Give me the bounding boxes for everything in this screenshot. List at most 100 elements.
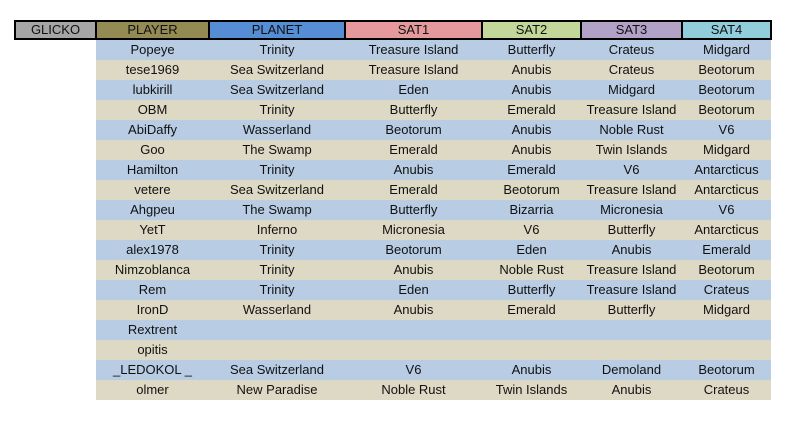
planet-cell[interactable]: The Swamp bbox=[209, 200, 345, 220]
planet-cell[interactable]: Trinity bbox=[209, 39, 345, 60]
glicko-cell[interactable] bbox=[15, 39, 96, 60]
glicko-cell[interactable] bbox=[15, 160, 96, 180]
player-cell[interactable]: alex1978 bbox=[96, 240, 209, 260]
header-glicko[interactable]: GLICKO bbox=[14, 20, 97, 40]
planet-cell[interactable]: Inferno bbox=[209, 220, 345, 240]
sat2-cell[interactable]: Anubis bbox=[482, 60, 581, 80]
sat4-cell[interactable]: Antarcticus bbox=[682, 220, 771, 240]
player-cell[interactable]: Popeye bbox=[96, 39, 209, 60]
sat3-cell[interactable]: Treasure Island bbox=[581, 260, 682, 280]
sat3-cell[interactable]: Crateus bbox=[581, 39, 682, 60]
glicko-cell[interactable] bbox=[15, 100, 96, 120]
sat4-cell[interactable]: Beotorum bbox=[682, 260, 771, 280]
player-cell[interactable]: lubkirill bbox=[96, 80, 209, 100]
sat3-cell[interactable]: V6 bbox=[581, 160, 682, 180]
sat1-cell[interactable]: Micronesia bbox=[345, 220, 482, 240]
sat2-cell[interactable]: Anubis bbox=[482, 140, 581, 160]
sat2-cell[interactable]: Emerald bbox=[482, 300, 581, 320]
sat4-cell[interactable]: Crateus bbox=[682, 280, 771, 300]
player-cell[interactable]: olmer bbox=[96, 380, 209, 400]
planet-cell[interactable]: Trinity bbox=[209, 240, 345, 260]
header-sat3[interactable]: SAT3 bbox=[580, 20, 683, 40]
sat1-cell[interactable] bbox=[345, 340, 482, 360]
sat2-cell[interactable]: Emerald bbox=[482, 100, 581, 120]
sat1-cell[interactable]: Emerald bbox=[345, 140, 482, 160]
player-cell[interactable]: _LEDOKOL _ bbox=[96, 360, 209, 380]
sat2-cell[interactable]: Twin Islands bbox=[482, 380, 581, 400]
sat1-cell[interactable]: Eden bbox=[345, 80, 482, 100]
sat1-cell[interactable]: Noble Rust bbox=[345, 380, 482, 400]
sat2-cell[interactable]: Butterfly bbox=[482, 280, 581, 300]
glicko-cell[interactable] bbox=[15, 340, 96, 360]
sat4-cell[interactable]: Beotorum bbox=[682, 100, 771, 120]
player-cell[interactable]: Hamilton bbox=[96, 160, 209, 180]
sat3-cell[interactable]: Noble Rust bbox=[581, 120, 682, 140]
sat2-cell[interactable]: Beotorum bbox=[482, 180, 581, 200]
sat3-cell[interactable]: Treasure Island bbox=[581, 280, 682, 300]
sat2-cell[interactable]: Anubis bbox=[482, 120, 581, 140]
sat1-cell[interactable]: Anubis bbox=[345, 260, 482, 280]
glicko-cell[interactable] bbox=[15, 360, 96, 380]
sat1-cell[interactable]: Anubis bbox=[345, 160, 482, 180]
player-cell[interactable]: OBM bbox=[96, 100, 209, 120]
planet-cell[interactable]: Trinity bbox=[209, 260, 345, 280]
glicko-cell[interactable] bbox=[15, 120, 96, 140]
planet-cell[interactable]: The Swamp bbox=[209, 140, 345, 160]
header-planet[interactable]: PLANET bbox=[208, 20, 346, 40]
sat3-cell[interactable] bbox=[581, 320, 682, 340]
glicko-cell[interactable] bbox=[15, 60, 96, 80]
sat4-cell[interactable]: Midgard bbox=[682, 300, 771, 320]
sat3-cell[interactable]: Treasure Island bbox=[581, 180, 682, 200]
sat3-cell[interactable]: Demoland bbox=[581, 360, 682, 380]
sat3-cell[interactable]: Butterfly bbox=[581, 300, 682, 320]
player-cell[interactable]: YetT bbox=[96, 220, 209, 240]
sat4-cell[interactable]: Antarcticus bbox=[682, 180, 771, 200]
sat4-cell[interactable]: Beotorum bbox=[682, 360, 771, 380]
sat4-cell[interactable] bbox=[682, 340, 771, 360]
glicko-cell[interactable] bbox=[15, 200, 96, 220]
planet-cell[interactable]: Trinity bbox=[209, 100, 345, 120]
sat4-cell[interactable]: Beotorum bbox=[682, 60, 771, 80]
sat2-cell[interactable] bbox=[482, 320, 581, 340]
sat3-cell[interactable] bbox=[581, 340, 682, 360]
planet-cell[interactable]: New Paradise bbox=[209, 380, 345, 400]
sat4-cell[interactable] bbox=[682, 320, 771, 340]
header-sat4[interactable]: SAT4 bbox=[681, 20, 772, 40]
glicko-cell[interactable] bbox=[15, 220, 96, 240]
glicko-cell[interactable] bbox=[15, 300, 96, 320]
planet-cell[interactable] bbox=[209, 320, 345, 340]
header-sat1[interactable]: SAT1 bbox=[344, 20, 483, 40]
sat1-cell[interactable]: Treasure Island bbox=[345, 60, 482, 80]
player-cell[interactable]: AbiDaffy bbox=[96, 120, 209, 140]
sat4-cell[interactable]: Midgard bbox=[682, 140, 771, 160]
glicko-cell[interactable] bbox=[15, 240, 96, 260]
sat1-cell[interactable]: Beotorum bbox=[345, 120, 482, 140]
glicko-cell[interactable] bbox=[15, 380, 96, 400]
sat2-cell[interactable] bbox=[482, 340, 581, 360]
sat3-cell[interactable]: Micronesia bbox=[581, 200, 682, 220]
player-cell[interactable]: Goo bbox=[96, 140, 209, 160]
planet-cell[interactable]: Wasserland bbox=[209, 300, 345, 320]
planet-cell[interactable]: Sea Switzerland bbox=[209, 60, 345, 80]
glicko-cell[interactable] bbox=[15, 80, 96, 100]
player-cell[interactable]: Ahgpeu bbox=[96, 200, 209, 220]
sat3-cell[interactable]: Anubis bbox=[581, 240, 682, 260]
sat3-cell[interactable]: Midgard bbox=[581, 80, 682, 100]
planet-cell[interactable] bbox=[209, 340, 345, 360]
sat1-cell[interactable]: Eden bbox=[345, 280, 482, 300]
sat2-cell[interactable]: Anubis bbox=[482, 80, 581, 100]
sat4-cell[interactable]: Emerald bbox=[682, 240, 771, 260]
glicko-cell[interactable] bbox=[15, 140, 96, 160]
sat1-cell[interactable]: Anubis bbox=[345, 300, 482, 320]
sat2-cell[interactable]: Bizarria bbox=[482, 200, 581, 220]
sat1-cell[interactable] bbox=[345, 320, 482, 340]
planet-cell[interactable]: Trinity bbox=[209, 280, 345, 300]
sat4-cell[interactable]: V6 bbox=[682, 120, 771, 140]
sat2-cell[interactable]: Noble Rust bbox=[482, 260, 581, 280]
sat3-cell[interactable]: Twin Islands bbox=[581, 140, 682, 160]
player-cell[interactable]: IronD bbox=[96, 300, 209, 320]
player-cell[interactable]: tese1969 bbox=[96, 60, 209, 80]
sat4-cell[interactable]: Antarcticus bbox=[682, 160, 771, 180]
sat3-cell[interactable]: Butterfly bbox=[581, 220, 682, 240]
sat1-cell[interactable]: Treasure Island bbox=[345, 39, 482, 60]
